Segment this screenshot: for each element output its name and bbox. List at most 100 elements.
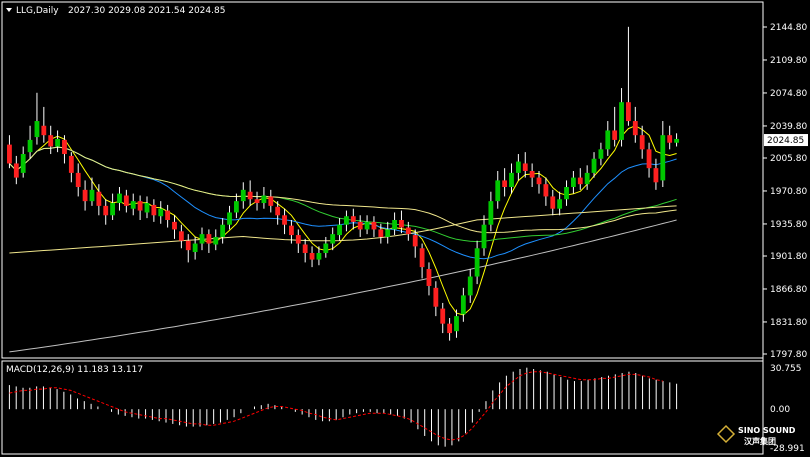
candle-body <box>55 138 60 147</box>
candle-body <box>481 224 487 249</box>
price-axis-ticks: 2144.80 2109.80 2074.80 2039.80 2005.80 1970.… <box>763 23 807 360</box>
price-tick-label: 1901.80 <box>770 252 807 262</box>
candle <box>192 236 198 260</box>
candle-body <box>20 154 26 173</box>
candle-body <box>27 139 33 153</box>
candle-body <box>227 212 232 225</box>
candle <box>570 170 576 194</box>
candle-body <box>584 172 590 185</box>
candle <box>433 281 439 317</box>
candle <box>330 227 336 251</box>
candle-body <box>165 210 171 220</box>
candle <box>646 142 652 178</box>
candle <box>62 135 67 164</box>
candle <box>598 142 604 166</box>
candle-body <box>598 149 604 159</box>
candle-body <box>639 135 645 150</box>
candle-body <box>192 243 198 253</box>
candle-body <box>261 195 267 204</box>
candle <box>426 262 432 296</box>
candle-body <box>509 172 514 188</box>
candle-body <box>612 130 618 140</box>
candle-body <box>399 219 404 228</box>
candle <box>55 130 60 153</box>
candle <box>522 152 528 178</box>
candle <box>364 215 370 235</box>
dropdown-triangle-icon[interactable] <box>6 8 12 12</box>
price-tick-label: 2109.80 <box>770 56 807 66</box>
candle <box>536 170 542 194</box>
candle <box>110 193 116 220</box>
candle <box>282 208 287 235</box>
candle <box>447 318 453 341</box>
candle-body <box>426 268 432 286</box>
candle-body <box>295 235 301 244</box>
candle-body <box>117 193 122 204</box>
candle-body <box>419 248 425 268</box>
candle <box>165 204 171 228</box>
candle <box>632 106 638 143</box>
candle <box>405 221 411 241</box>
candle <box>158 201 164 224</box>
candle-body <box>62 139 67 155</box>
candle <box>178 224 184 249</box>
candle <box>550 189 556 216</box>
candle-body <box>275 206 281 216</box>
candle-body <box>240 189 246 202</box>
candle-body <box>185 240 191 251</box>
candle <box>509 163 514 194</box>
candle <box>385 221 391 244</box>
candle-body <box>213 236 219 245</box>
candle <box>123 189 129 213</box>
candle <box>151 199 157 222</box>
candle-body <box>309 252 315 260</box>
candle-body <box>206 234 212 244</box>
candle-body <box>220 224 226 237</box>
candle-body <box>75 172 81 188</box>
ma-20-line <box>9 146 677 260</box>
candle <box>34 92 40 145</box>
ohlc-label: 2027.30 2029.08 2021.54 2024.85 <box>68 6 225 16</box>
candle-body <box>667 135 673 143</box>
candle <box>674 133 679 147</box>
candle-body <box>199 234 205 244</box>
price-tick-label: 1831.80 <box>770 318 807 328</box>
logo-diamond-icon <box>716 424 736 444</box>
candle <box>75 163 81 197</box>
candle <box>41 106 47 143</box>
candle-body <box>158 208 164 217</box>
candle-body <box>440 308 446 324</box>
candle-body <box>316 252 322 260</box>
macd-tick-label: 30.755 <box>770 364 802 374</box>
candle-body <box>454 316 459 332</box>
ma-40-line <box>9 146 677 243</box>
macd-histogram <box>8 367 678 447</box>
candle-body <box>130 201 136 209</box>
candle <box>144 196 150 219</box>
symbol-header: LLG,Daily 2027.30 2029.08 2021.54 2024.8… <box>6 6 225 16</box>
price-tick-label: 1970.80 <box>770 187 807 197</box>
candle <box>227 205 232 230</box>
price-tick-label: 2039.80 <box>770 122 807 132</box>
candle <box>460 287 466 322</box>
candle-body <box>474 248 480 277</box>
candle-body <box>282 215 287 225</box>
candle <box>660 121 666 188</box>
candle-body <box>96 191 102 206</box>
candle <box>309 246 315 268</box>
candle-body <box>41 125 47 136</box>
candle <box>667 125 673 150</box>
candle-body <box>137 201 143 211</box>
candle <box>412 229 418 258</box>
candle-body <box>34 121 40 138</box>
candle <box>13 155 19 185</box>
candle-body <box>13 163 19 178</box>
candle <box>316 246 322 266</box>
price-tick-label: 2005.80 <box>770 154 807 164</box>
candle-body <box>302 244 308 253</box>
candle <box>233 193 239 219</box>
candle-body <box>344 216 349 225</box>
candle <box>117 187 122 211</box>
candle <box>82 180 88 211</box>
